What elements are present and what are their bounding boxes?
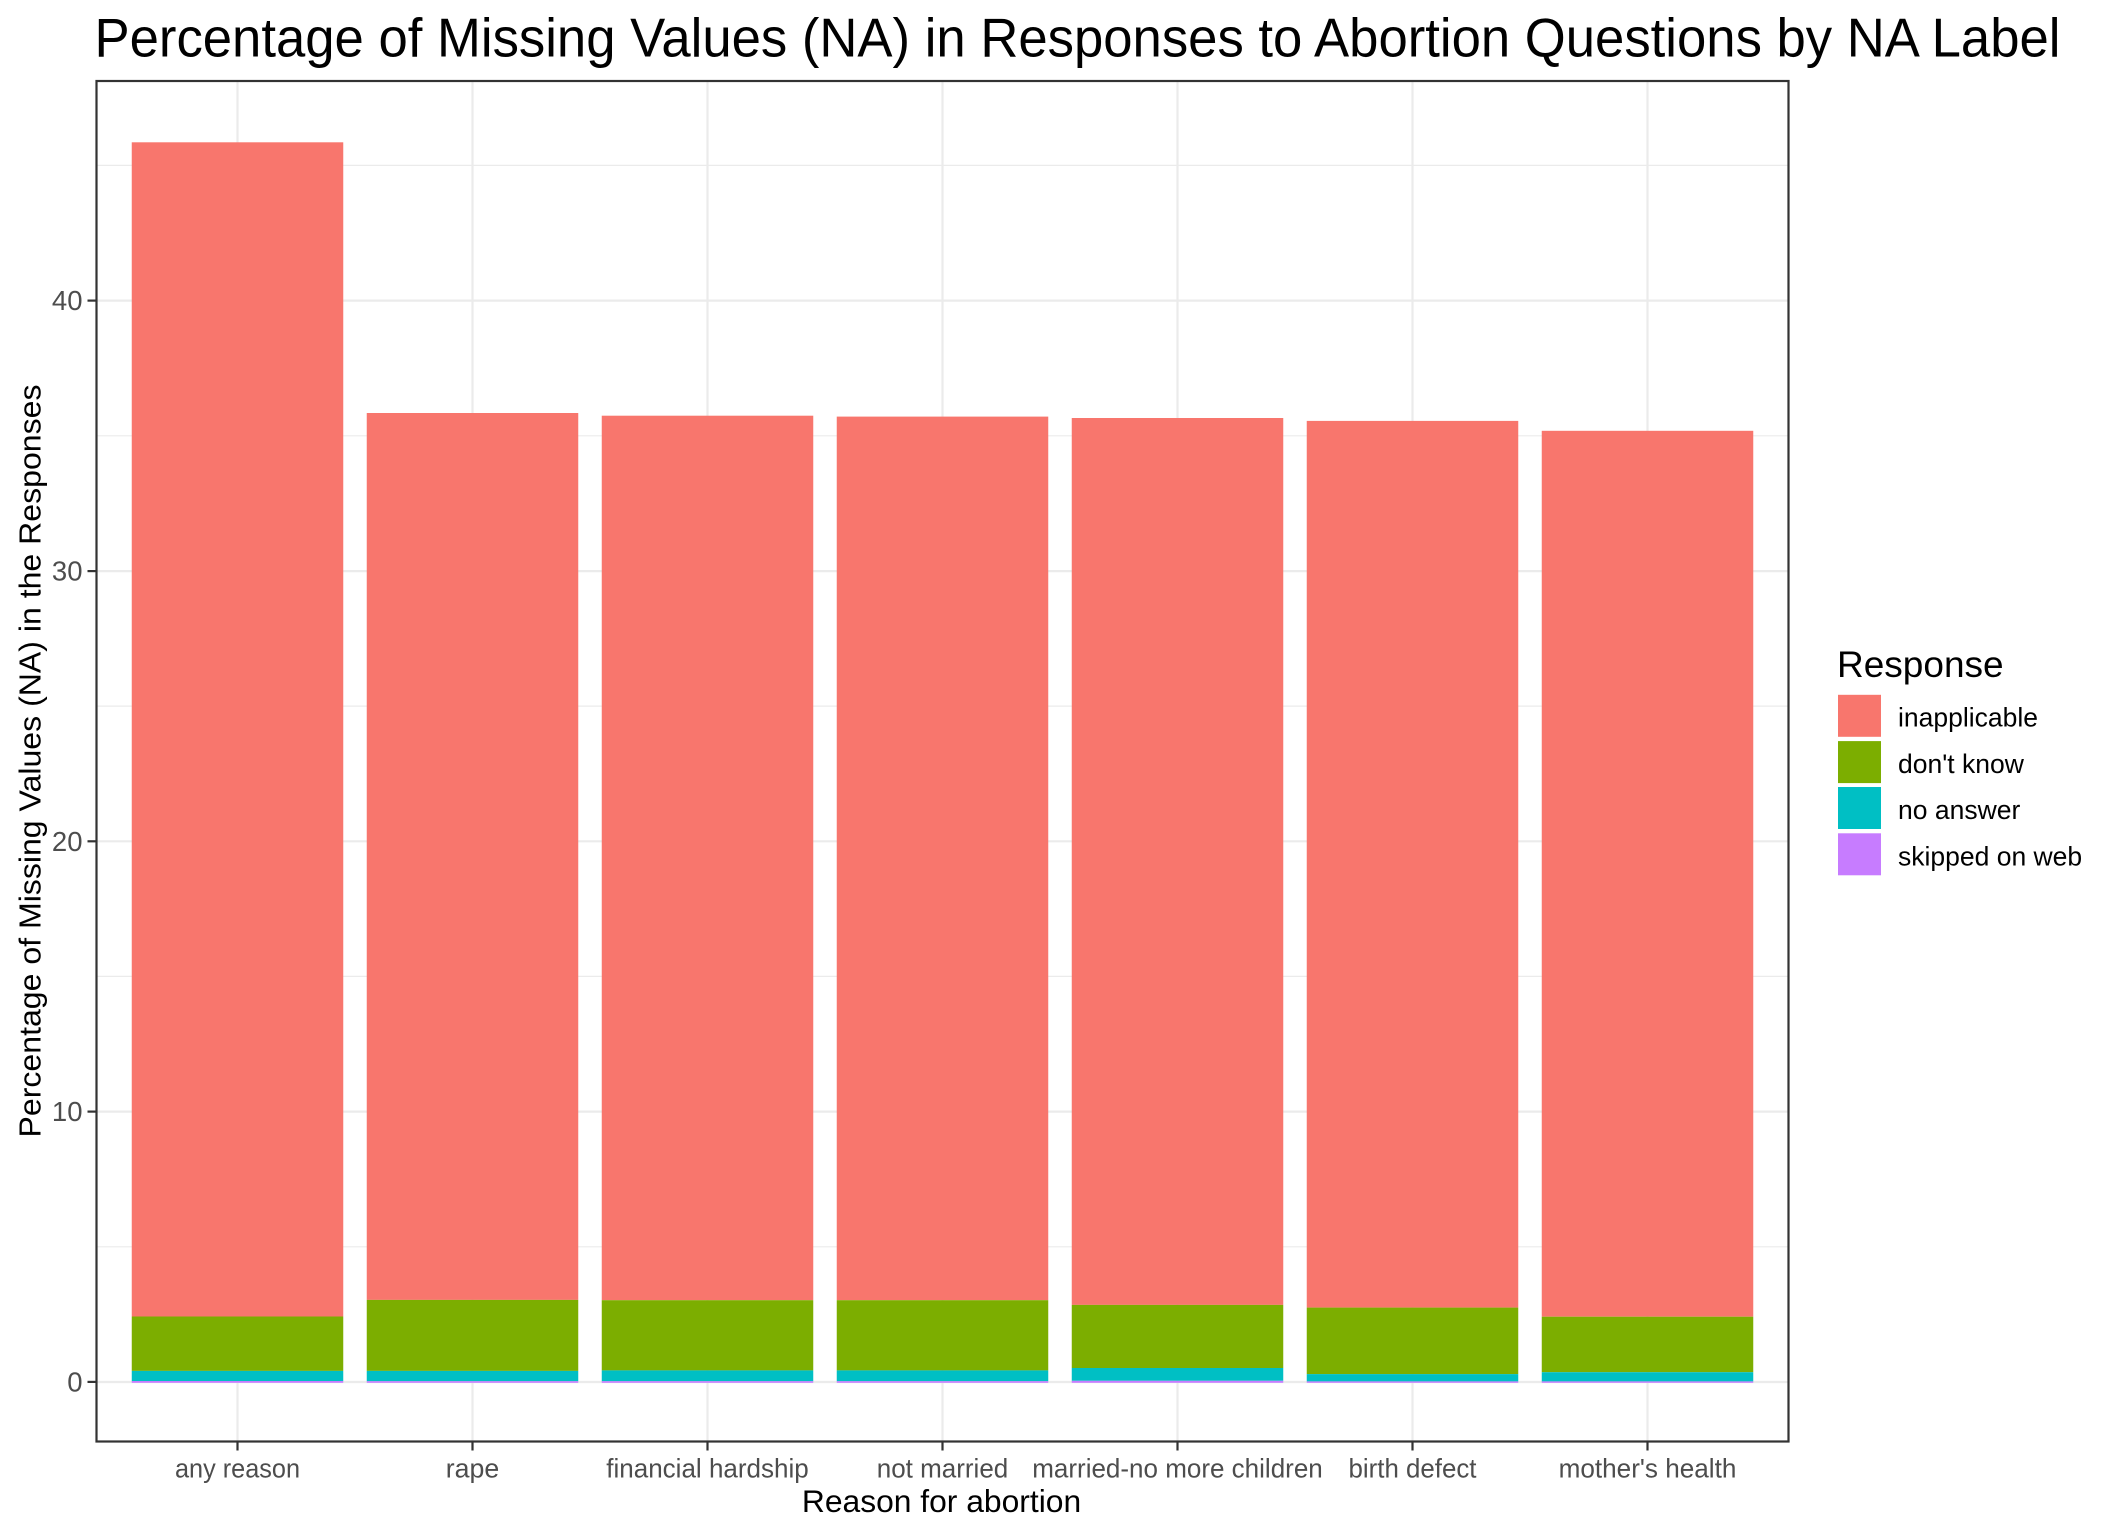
svg-text:not married: not married: [877, 1454, 1009, 1484]
svg-text:married-no more children: married-no more children: [1032, 1454, 1323, 1484]
svg-text:Percentage of Missing Values (: Percentage of Missing Values (NA) in the…: [12, 385, 47, 1138]
svg-text:no answer: no answer: [1898, 795, 2020, 825]
svg-text:any reason: any reason: [175, 1454, 300, 1484]
svg-text:rape: rape: [446, 1454, 500, 1484]
svg-text:birth defect: birth defect: [1349, 1454, 1478, 1484]
svg-text:inapplicable: inapplicable: [1898, 703, 2038, 733]
svg-text:0: 0: [67, 1367, 82, 1398]
svg-text:mother's health: mother's health: [1559, 1454, 1737, 1484]
svg-text:20: 20: [52, 826, 83, 857]
svg-text:financial hardship: financial hardship: [606, 1454, 809, 1484]
svg-text:30: 30: [52, 556, 83, 587]
svg-text:40: 40: [52, 285, 83, 316]
svg-text:10: 10: [52, 1096, 83, 1127]
svg-text:don't know: don't know: [1898, 749, 2025, 779]
svg-text:Percentage of Missing Values (: Percentage of Missing Values (NA) in Res…: [95, 7, 2061, 69]
svg-text:Reason for abortion: Reason for abortion: [802, 1483, 1081, 1519]
svg-text:skipped on web: skipped on web: [1898, 841, 2082, 871]
svg-text:Response: Response: [1837, 644, 2004, 685]
